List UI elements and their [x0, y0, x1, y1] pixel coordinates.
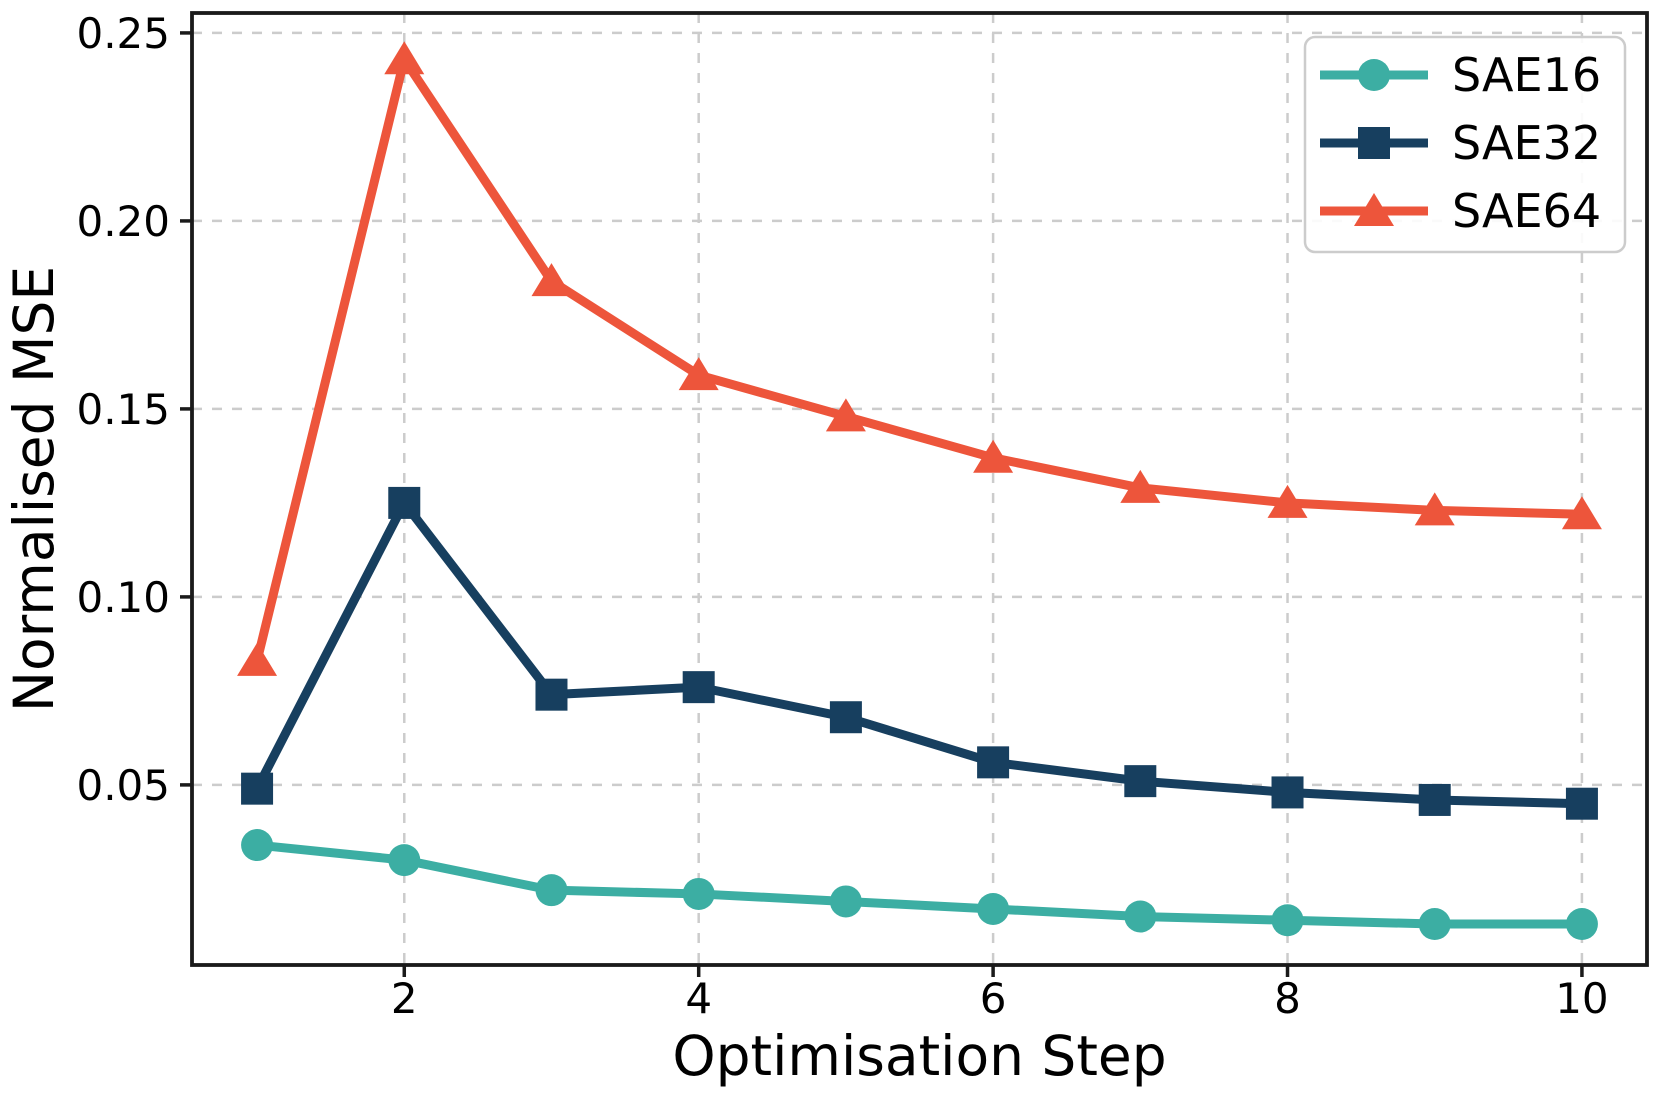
legend-label: SAE16 — [1452, 48, 1601, 102]
series-marker-sae32 — [241, 772, 274, 805]
series-marker-sae16 — [388, 844, 421, 877]
legend-label: SAE64 — [1452, 184, 1601, 238]
legend-box — [1303, 35, 1627, 254]
series-marker-sae32 — [1271, 776, 1304, 809]
series-line-sae16 — [256, 840, 1582, 929]
series-marker-sae16 — [1271, 904, 1304, 937]
series-marker-sae64 — [678, 357, 719, 391]
series-marker-sae32 — [535, 678, 568, 711]
series-marker-sae32 — [829, 701, 862, 734]
series-marker-sae32 — [1418, 783, 1451, 816]
series-marker-sae32 — [388, 486, 421, 519]
x-tick-label: 4 — [685, 974, 712, 1023]
y-tick-label: 0.05 — [76, 761, 170, 810]
series-marker-sae32 — [1124, 765, 1157, 798]
series-marker-sae64 — [973, 439, 1014, 473]
legend-marker-triangle — [1354, 193, 1394, 226]
series-marker-sae32 — [977, 746, 1010, 779]
series-marker-sae32 — [682, 671, 715, 704]
x-tick-label: 10 — [1555, 974, 1608, 1023]
series-marker-sae64 — [825, 398, 866, 432]
y-tick-label: 0.15 — [76, 385, 170, 434]
plot-border — [190, 11, 1649, 967]
y-axis-label: Normalised MSE — [2, 266, 66, 712]
legend-marker-circle — [1358, 59, 1390, 91]
y-tick-label: 0.10 — [76, 573, 170, 622]
y-tick-label: 0.25 — [76, 9, 170, 58]
series-marker-sae16 — [682, 877, 715, 910]
series-marker-sae64 — [1267, 484, 1308, 518]
series-marker-sae16 — [241, 829, 274, 862]
series-marker-sae16 — [977, 892, 1010, 925]
x-tick-label: 6 — [980, 974, 1007, 1023]
series-marker-sae16 — [535, 874, 568, 907]
x-tick-label: 2 — [391, 974, 418, 1023]
series-marker-sae64 — [384, 41, 425, 75]
series-marker-sae16 — [1418, 908, 1451, 941]
series-marker-sae64 — [531, 263, 572, 297]
series-marker-sae64 — [1414, 492, 1455, 526]
series-line-sae64 — [252, 48, 1583, 662]
series-marker-sae64 — [1120, 469, 1161, 503]
series-marker-sae16 — [829, 885, 862, 918]
legend-label: SAE32 — [1452, 116, 1601, 170]
series-line-sae32 — [253, 494, 1583, 809]
series-marker-sae32 — [1565, 787, 1598, 820]
legend-marker-square — [1358, 127, 1390, 159]
series-marker-sae64 — [237, 642, 278, 676]
series-marker-sae16 — [1124, 900, 1157, 933]
series-marker-sae16 — [1565, 908, 1598, 941]
x-axis-label: Optimisation Step — [672, 1024, 1166, 1088]
x-tick-label: 8 — [1274, 974, 1301, 1023]
y-tick-label: 0.20 — [76, 197, 170, 246]
series-marker-sae64 — [1561, 496, 1602, 530]
